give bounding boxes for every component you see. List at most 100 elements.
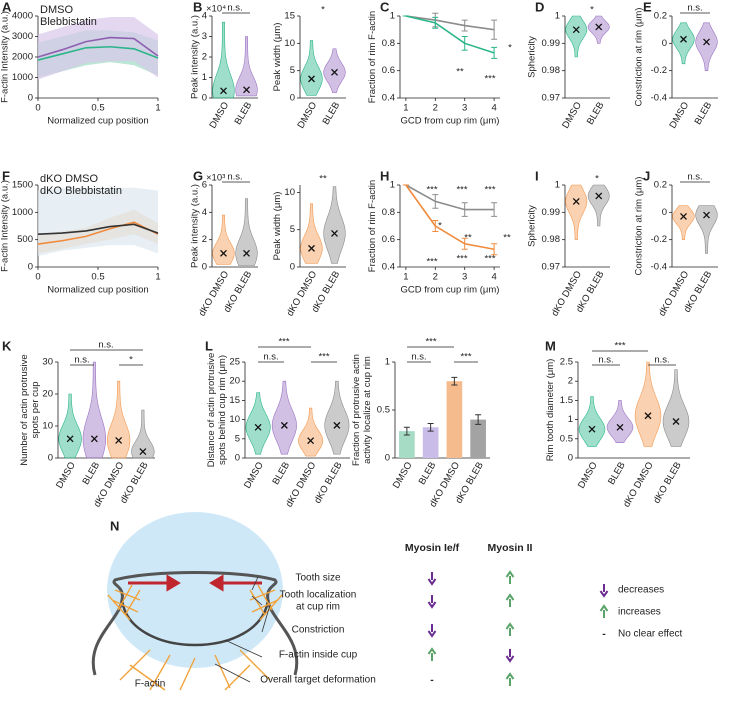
error-bar xyxy=(432,194,439,209)
no-effect-symbol: - xyxy=(602,628,606,640)
y-tick-label: 10 xyxy=(284,38,295,49)
series-line xyxy=(405,15,495,31)
effect-arrow xyxy=(427,624,437,638)
y-tick-label: 0.98 xyxy=(542,234,561,245)
y-tick-label: 2.5 xyxy=(560,357,573,368)
no-effect-symbol: - xyxy=(430,674,434,686)
effect-label: at cup rim xyxy=(296,602,340,613)
y-tick-label: 1 xyxy=(568,414,573,425)
x-tick-label: DMSO xyxy=(208,100,232,130)
mean-marker xyxy=(115,436,123,444)
panel-chart: 0.97 0.98 0.99 1 Sphericity DMSO BLEB * xyxy=(527,5,610,130)
effect-label: Overall target deformation xyxy=(260,675,376,686)
diagram: Myosin Ie/f Myosin II Tooth size Tooth loca… xyxy=(135,542,683,690)
y-axis-label: Peak width (μm) xyxy=(272,23,283,92)
mean-marker xyxy=(680,212,687,220)
panel-label: F xyxy=(2,168,10,183)
y-tick-label: 0.2 xyxy=(654,11,667,22)
y-tick-label: 5 xyxy=(290,224,295,235)
x-tick-label: BLEB xyxy=(693,100,715,127)
violin xyxy=(587,15,610,44)
significance-label: *** xyxy=(484,74,495,85)
x-axis-label: Normalized cup position xyxy=(47,116,148,127)
effect-arrow xyxy=(427,595,437,609)
x-tick-label: 1 xyxy=(155,272,160,283)
effect-arrow xyxy=(599,584,609,598)
y-tick-label: 0.8 xyxy=(382,207,395,218)
mean-marker xyxy=(307,437,315,445)
series-line xyxy=(405,15,495,54)
y-tick-label: 0 xyxy=(385,453,390,464)
panel-chart: -0.4 -0.2 0 0.2 Constriction at rim (μm) DMSO… xyxy=(634,3,718,130)
mean-marker xyxy=(331,229,338,237)
f-actin-fibers xyxy=(107,584,283,691)
y-tick-label: 0 xyxy=(48,453,53,464)
y-tick-label: -0.4 xyxy=(651,262,667,273)
panel-label: M xyxy=(545,338,556,353)
y-tick-label: 0 xyxy=(662,38,667,49)
violin xyxy=(58,393,82,459)
y-tick-label: 1000 xyxy=(12,72,33,83)
effect-label: F-actin inside cup xyxy=(279,650,358,661)
effect-arrow xyxy=(427,572,437,586)
mean-marker xyxy=(331,68,338,76)
connector-lines xyxy=(214,576,271,683)
y-tick-label: 0 xyxy=(290,262,295,273)
y-tick-label: 0.5 xyxy=(560,433,573,444)
y-axis-label: Peak width (μm) xyxy=(272,192,283,261)
effect-label: Constriction xyxy=(292,625,345,636)
x-tick-label: dKO BLEB xyxy=(651,460,684,505)
y-tick-label: 4 xyxy=(202,207,207,218)
x-axis-label: Normalized cup position xyxy=(47,285,148,296)
y-axis-label: spots per cup xyxy=(30,381,41,438)
x-tick-label: 1 xyxy=(403,103,408,114)
mean-marker xyxy=(243,86,250,94)
y-tick-label: 1 xyxy=(385,357,390,368)
y-scale-label: ×10⁴ xyxy=(206,4,226,15)
y-tick-label: 20 xyxy=(42,389,53,400)
target-particle xyxy=(107,512,283,668)
x-tick-label: 1 xyxy=(155,103,160,114)
y-axis-label: Constriction at rim (μm) xyxy=(634,8,645,107)
panel-chart: 0 0.5 1 Fraction of protrusive actin activit… xyxy=(351,337,490,509)
y-tick-label: 0.5 xyxy=(377,405,390,416)
x-tick-label: 0 xyxy=(35,103,40,114)
x-tick-label: BLEB xyxy=(606,460,628,487)
y-tick-label: 30 xyxy=(42,357,53,368)
y-tick-label: 2000 xyxy=(12,52,33,63)
violin xyxy=(212,214,235,265)
significance-label: * xyxy=(438,221,442,232)
violin xyxy=(235,36,258,97)
structure-label: F-actin xyxy=(135,679,166,690)
violin xyxy=(672,22,695,65)
y-tick-label: 0.6 xyxy=(382,65,395,76)
significance-label: n.s. xyxy=(263,352,278,363)
y-axis-label: Rim tooth diameter (μm) xyxy=(545,359,556,462)
y-tick-label: 10 xyxy=(229,414,240,425)
panel-label: G xyxy=(193,168,203,183)
mean-marker xyxy=(308,244,315,252)
x-axis-label: GCD from cup rim (μm) xyxy=(401,285,500,296)
error-bar xyxy=(491,243,498,256)
significance-label: n.s. xyxy=(74,355,89,366)
y-tick-label: 1 xyxy=(555,180,560,191)
y-tick-label: 0 xyxy=(202,93,207,104)
violin xyxy=(235,198,258,266)
significance-label: n.s. xyxy=(654,355,669,366)
error-bar xyxy=(461,19,468,32)
x-tick-label: DMSO xyxy=(242,460,266,490)
panel-label: E xyxy=(643,0,652,14)
y-tick-label: 15 xyxy=(229,395,240,406)
violin xyxy=(271,380,297,455)
y-tick-label: 4000 xyxy=(12,11,33,22)
y-tick-label: 1 xyxy=(555,11,560,22)
series-line xyxy=(405,184,495,251)
violin xyxy=(323,186,346,264)
significance-label: n.s. xyxy=(598,355,613,366)
violin xyxy=(672,205,695,240)
y-tick-label: 0.99 xyxy=(542,38,561,49)
y-axis-label: activity localize at cup rim xyxy=(362,356,373,464)
y-tick-label: 0.97 xyxy=(542,93,561,104)
y-tick-label: 0 xyxy=(568,453,573,464)
